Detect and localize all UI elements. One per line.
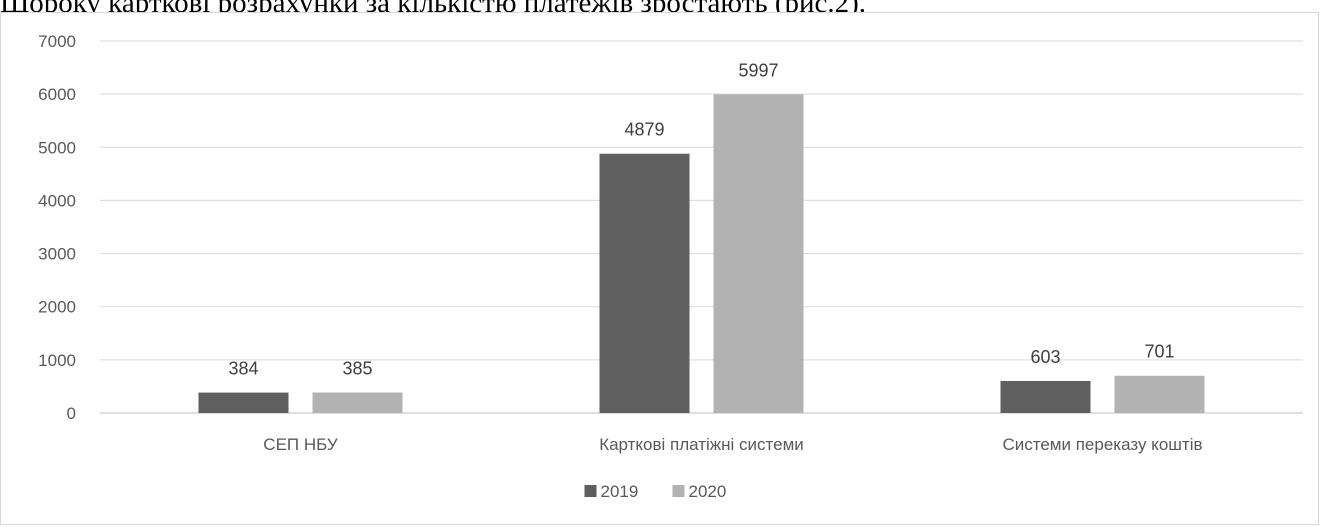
data-label: 701 [1144,342,1174,362]
bar [1000,380,1091,413]
y-tick-label: 0 [67,404,76,423]
data-label: 385 [342,359,372,379]
x-category-label: Карткові платіжні системи [599,435,804,454]
data-label: 4879 [624,120,664,140]
bar [1114,375,1205,413]
data-label: 5997 [738,60,778,80]
bar [713,94,804,414]
y-tick-label: 7000 [38,32,76,51]
y-tick-label: 1000 [38,351,76,370]
data-label: 384 [228,359,258,379]
data-label: 603 [1030,347,1060,367]
x-category-label: Системи переказу коштів [1002,435,1202,454]
y-tick-label: 6000 [38,85,76,104]
legend-label: 2020 [689,482,727,501]
y-tick-label: 4000 [38,191,76,210]
bar [312,392,403,413]
x-category-label: СЕП НБУ [263,435,338,454]
y-tick-label: 3000 [38,245,76,264]
y-tick-label: 5000 [38,138,76,157]
legend-swatch [672,485,685,497]
bar [198,392,289,413]
y-tick-label: 2000 [38,298,76,317]
legend-label: 2019 [601,482,639,501]
legend-swatch [584,485,597,497]
bar [599,153,690,413]
